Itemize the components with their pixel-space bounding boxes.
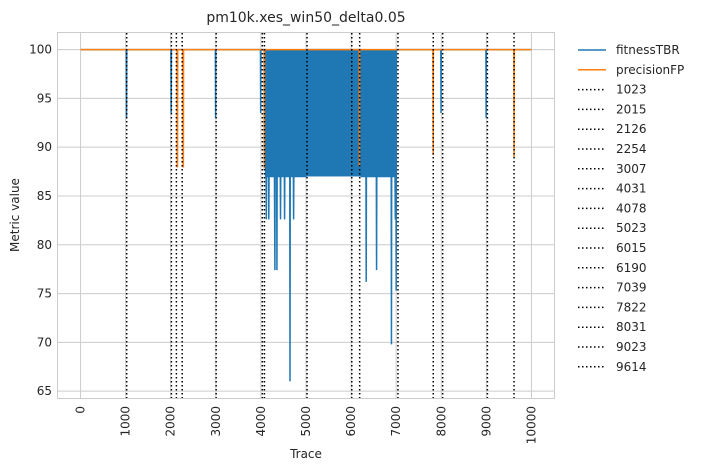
x-tick-label: 6000 — [344, 406, 358, 437]
legend: fitnessTBR precisionFP 1023 2015 2126 2254 300… — [578, 43, 684, 374]
x-tick-label: 3000 — [209, 406, 223, 437]
legend-label: 6190 — [616, 261, 647, 275]
y-tick-label: 100 — [29, 43, 52, 57]
legend-label: 2015 — [616, 102, 647, 116]
chart-title: pm10k.xes_win50_delta0.05 — [206, 10, 405, 26]
x-tick-label: 7000 — [389, 406, 403, 437]
x-tick-label: 8000 — [434, 406, 448, 437]
dense-band — [361, 49, 397, 177]
legend-label: 5023 — [616, 221, 647, 235]
dense-band — [266, 49, 306, 177]
dense-band — [305, 49, 363, 177]
legend-label: 3007 — [616, 162, 647, 176]
x-tick-label: 10000 — [524, 406, 538, 444]
x-axis-label: Trace — [289, 447, 322, 461]
x-tick-label: 1000 — [119, 406, 133, 437]
plot-area — [80, 33, 532, 398]
legend-label: 7822 — [616, 300, 647, 314]
x-tick-label: 4000 — [254, 406, 268, 437]
legend-label: 9023 — [616, 340, 647, 354]
legend-label: 8031 — [616, 320, 647, 334]
x-tick-label: 5000 — [299, 406, 313, 437]
y-tick-label: 65 — [37, 384, 52, 398]
y-axis-label: Metric value — [8, 178, 22, 252]
y-tick-label: 95 — [37, 91, 52, 105]
legend-label: 4031 — [616, 182, 647, 196]
vertical-markers — [125, 33, 515, 398]
legend-label: 2254 — [616, 142, 647, 156]
x-tick-label: 2000 — [164, 406, 178, 437]
y-tick-label: 80 — [37, 238, 52, 252]
y-tick-labels: 65 70 75 80 85 90 95 100 — [29, 43, 52, 399]
y-tick-label: 75 — [37, 287, 52, 301]
y-tick-label: 85 — [37, 189, 52, 203]
legend-label: precisionFP — [616, 63, 684, 77]
plot-frame — [57, 32, 555, 399]
y-tick-label: 70 — [37, 335, 52, 349]
x-tick-labels: 0 1000 2000 3000 4000 5000 6000 7000 8000 9000 100… — [74, 406, 539, 444]
legend-label: 4078 — [616, 201, 647, 215]
y-tick-label: 90 — [37, 140, 52, 154]
x-tick-label: 9000 — [479, 406, 493, 437]
legend-label: 7039 — [616, 281, 647, 295]
legend-label: 6015 — [616, 241, 647, 255]
legend-label: 2126 — [616, 122, 647, 136]
legend-label: fitnessTBR — [616, 43, 680, 57]
x-tick-label: 0 — [74, 406, 88, 414]
legend-label: 1023 — [616, 83, 647, 97]
legend-label: 9614 — [616, 360, 647, 374]
